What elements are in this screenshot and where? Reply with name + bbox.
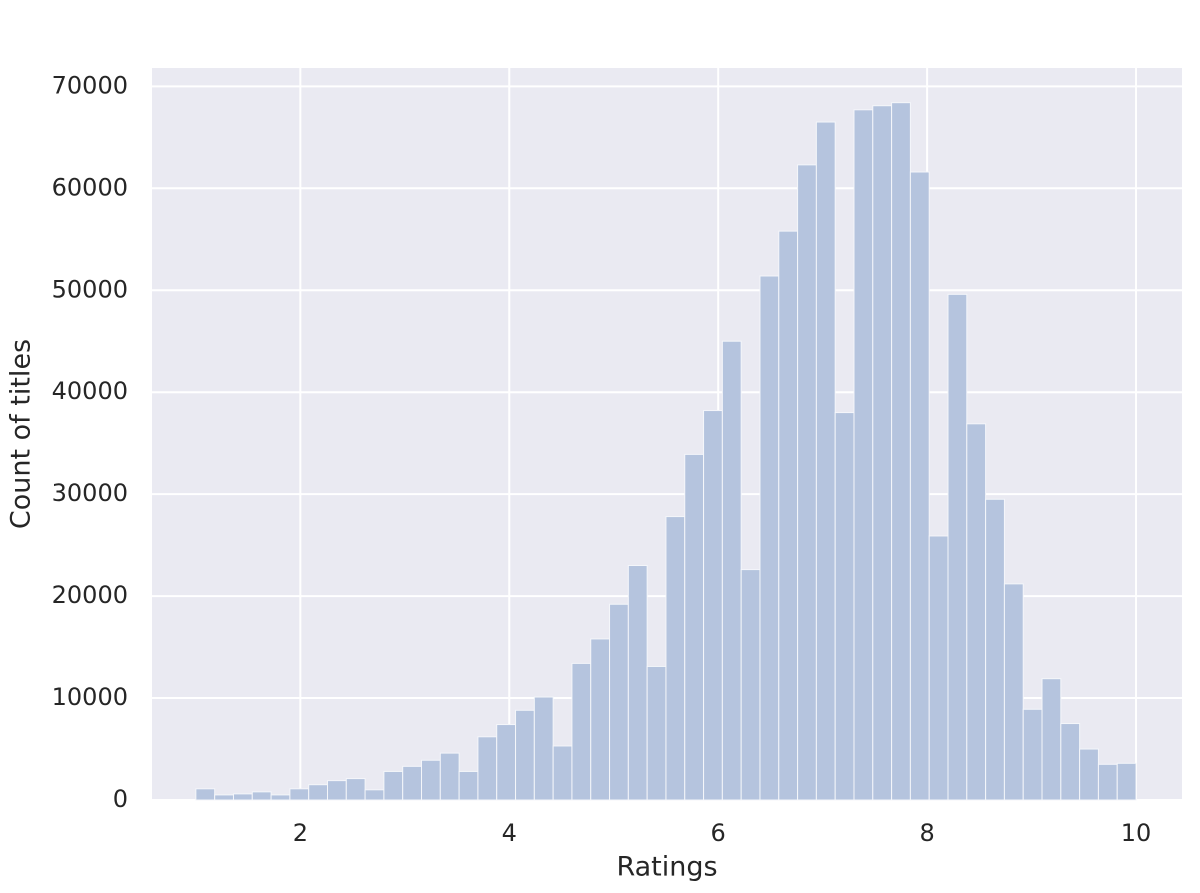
bar (815, 121, 836, 801)
bar (383, 770, 404, 801)
bar (364, 789, 385, 801)
bar (928, 535, 949, 801)
bar (646, 665, 667, 801)
bar (1003, 583, 1024, 801)
bar (533, 696, 554, 801)
bar (834, 412, 855, 801)
bar (947, 293, 968, 801)
bar (289, 788, 310, 801)
bar (270, 794, 291, 801)
bar (402, 765, 423, 801)
y-tick-label: 40000 (52, 377, 128, 405)
bar (214, 794, 234, 801)
bar (515, 709, 535, 801)
bar (1116, 762, 1137, 801)
bar (1097, 763, 1118, 801)
bar (891, 102, 911, 801)
bar (703, 410, 723, 801)
bar (439, 752, 460, 801)
bar (421, 759, 441, 801)
bar (778, 230, 799, 801)
x-tick-label: 2 (293, 819, 308, 847)
bar (1079, 748, 1099, 801)
bar (496, 724, 517, 801)
bar (232, 793, 253, 801)
y-axis-label: Count of titles (6, 339, 37, 529)
bar (759, 275, 780, 801)
y-tick-label: 60000 (52, 173, 128, 201)
bar (853, 109, 874, 801)
x-tick-label: 4 (502, 819, 517, 847)
bar (571, 662, 592, 801)
bar (1022, 708, 1043, 801)
bar (251, 791, 272, 801)
x-tick-label: 6 (711, 819, 726, 847)
bar (345, 778, 366, 801)
y-tick-label: 0 (113, 785, 128, 813)
bar (308, 784, 328, 801)
bar (665, 516, 686, 801)
bar (590, 638, 611, 801)
bar (684, 453, 705, 801)
bar (477, 736, 498, 801)
y-tick-label: 70000 (52, 71, 128, 99)
bar (627, 565, 648, 801)
bar (872, 105, 893, 801)
bar (740, 569, 761, 801)
bar (985, 498, 1005, 801)
y-tick-label: 30000 (52, 479, 128, 507)
bar (609, 603, 629, 801)
x-tick-label: 10 (1121, 819, 1152, 847)
x-axis-label: Ratings (616, 852, 717, 883)
bar (1060, 723, 1081, 801)
bar (909, 171, 930, 801)
y-tick-label: 20000 (52, 581, 128, 609)
bar (326, 780, 347, 801)
bar (797, 164, 817, 801)
bar (1041, 678, 1062, 801)
bar (195, 788, 216, 801)
bar (721, 340, 742, 801)
y-tick-label: 50000 (52, 275, 128, 303)
bar (458, 770, 479, 801)
bar (552, 745, 573, 801)
x-tick-label: 8 (919, 819, 934, 847)
bar (966, 423, 987, 801)
y-tick-label: 10000 (52, 683, 128, 711)
